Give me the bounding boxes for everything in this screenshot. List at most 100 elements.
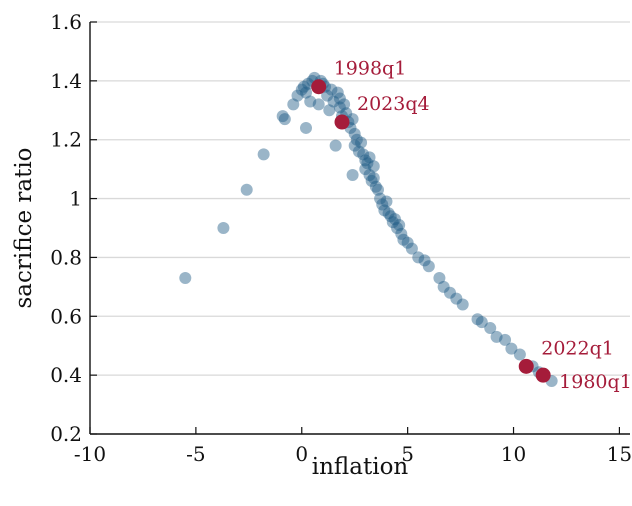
data-point — [499, 333, 512, 346]
data-point — [401, 236, 414, 249]
tick-labels: -10 -5 0 5 10 15 0.2 0.4 0.6 0.8 1 1.2 1.4 1.6 — [50, 10, 632, 466]
data-point — [475, 316, 488, 329]
y-tick-label: 0.2 — [50, 422, 82, 446]
data-point — [484, 322, 497, 335]
data-point — [179, 272, 192, 285]
data-point — [490, 330, 503, 343]
y-tick-label: 0.6 — [50, 304, 82, 328]
data-point — [355, 136, 368, 149]
data-point — [405, 242, 418, 255]
x-tick-label: 5 — [401, 442, 414, 466]
data-point — [348, 127, 361, 140]
data-point — [456, 298, 469, 311]
gridlines — [90, 21, 630, 376]
y-tick-label: 0.4 — [50, 363, 82, 387]
data-point — [433, 272, 446, 285]
data-point — [367, 160, 380, 173]
data-point — [217, 222, 230, 234]
data-point — [471, 313, 484, 326]
axes — [89, 21, 630, 435]
data-point — [257, 148, 270, 161]
data-point — [291, 89, 304, 102]
x-tick-label: 15 — [607, 442, 632, 466]
data-point — [348, 139, 361, 152]
highlight-point — [311, 79, 327, 95]
data-point — [331, 86, 344, 99]
data-point — [300, 121, 312, 134]
data-point — [444, 286, 456, 299]
data-point — [295, 83, 308, 96]
y-tick-label: 0.8 — [50, 245, 82, 269]
highlighted-points: 1998q1 2023q4 2022q1 1980q1 — [311, 58, 632, 393]
highlight-point — [334, 114, 350, 130]
x-tick-label: -5 — [186, 442, 205, 466]
data-point — [363, 151, 376, 164]
data-point — [323, 104, 336, 117]
y-tick-label: 1.2 — [50, 128, 82, 152]
data-point — [300, 86, 312, 99]
data-point — [325, 83, 338, 96]
data-point — [397, 233, 410, 246]
data-point — [367, 171, 380, 184]
data-point — [365, 174, 378, 187]
y-tick-label: 1 — [69, 187, 82, 211]
highlight-point — [518, 358, 534, 374]
data-point — [312, 98, 325, 111]
data-point — [374, 192, 387, 205]
x-tick-label: 10 — [501, 442, 526, 466]
data-point — [240, 183, 253, 196]
data-point — [333, 101, 346, 114]
data-point — [346, 169, 359, 182]
data-points — [179, 71, 558, 388]
data-point — [378, 204, 391, 217]
x-tick-label: -10 — [74, 442, 106, 466]
data-point — [437, 280, 450, 293]
data-point — [304, 95, 317, 108]
data-point — [346, 113, 359, 126]
highlight-label: 2022q1 — [541, 337, 614, 359]
y-tick-label: 1.4 — [50, 69, 82, 93]
data-point — [297, 80, 310, 93]
data-point — [391, 222, 404, 234]
highlight-label: 1998q1 — [334, 58, 407, 80]
data-point — [384, 210, 397, 223]
y-tick-label: 1.6 — [50, 10, 82, 34]
data-point — [321, 89, 334, 102]
data-point — [369, 180, 382, 193]
data-point — [352, 145, 365, 158]
data-point — [513, 348, 526, 361]
data-point — [287, 98, 300, 111]
data-point — [376, 198, 389, 211]
highlight-label: 1980q1 — [559, 371, 632, 393]
data-point — [382, 207, 395, 220]
data-point — [372, 183, 384, 196]
data-point — [333, 92, 346, 105]
data-point — [363, 169, 376, 182]
highlight-point — [535, 367, 551, 383]
data-point — [350, 133, 363, 146]
data-point — [388, 213, 401, 226]
data-point — [359, 154, 372, 167]
x-tick-label: 0 — [295, 442, 308, 466]
data-point — [302, 77, 315, 90]
x-axis-title: inflation — [312, 454, 409, 480]
data-point — [338, 98, 351, 111]
data-point — [418, 254, 431, 267]
data-point — [327, 95, 340, 108]
data-point — [278, 113, 291, 126]
data-point — [359, 163, 372, 176]
data-point — [505, 342, 518, 355]
data-point — [412, 251, 425, 264]
data-point — [361, 157, 374, 170]
data-point — [276, 110, 289, 123]
y-axis-title: sacrifice ratio — [11, 147, 37, 308]
data-point — [329, 139, 342, 152]
data-point — [395, 227, 408, 240]
data-point — [450, 292, 463, 305]
data-point — [386, 216, 399, 229]
data-point — [380, 195, 393, 208]
data-point — [357, 148, 370, 161]
data-point — [422, 260, 435, 273]
